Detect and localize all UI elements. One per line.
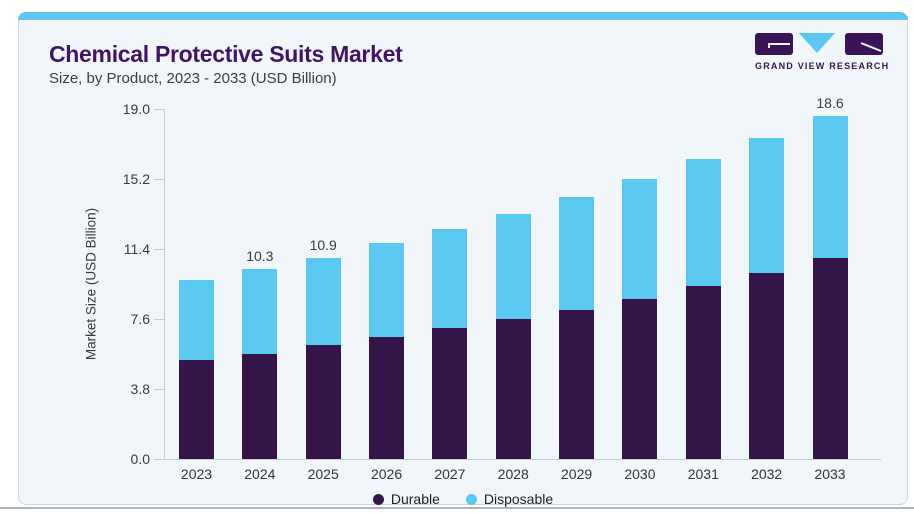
legend-label-durable: Durable	[390, 491, 440, 507]
bar-segment-durable-2024[interactable]	[242, 354, 278, 459]
logo-r-icon	[845, 33, 883, 55]
x-tick-label-2027: 2027	[434, 466, 466, 482]
y-tick-mark	[154, 109, 164, 110]
bar-segment-durable-2026[interactable]	[369, 337, 405, 459]
bar-segment-disposable-2031[interactable]	[685, 158, 721, 286]
logo-g-icon	[755, 33, 793, 55]
bar-value-label-2024: 10.3	[246, 248, 274, 265]
bar-segment-disposable-2023[interactable]	[179, 280, 214, 360]
bar-2031	[685, 158, 721, 459]
chart-card: Chemical Protective Suits Market Size, b…	[18, 12, 908, 507]
bar-2026	[369, 243, 405, 459]
bar-segment-durable-2025[interactable]	[305, 344, 341, 459]
bar-segment-durable-2027[interactable]	[432, 328, 468, 459]
page-bottom-divider	[0, 507, 914, 509]
bar-segment-durable-2029[interactable]	[559, 309, 595, 459]
bar-segment-disposable-2032[interactable]	[749, 138, 785, 273]
bar-2025	[305, 258, 341, 459]
y-axis-title-wrap: Market Size (USD Billion)	[81, 109, 101, 459]
gvr-logo: GRAND VIEW RESEARCH	[755, 33, 890, 83]
logo-wordmark: GRAND VIEW RESEARCH	[755, 61, 890, 71]
x-tick-label-2028: 2028	[497, 466, 529, 482]
page-subtitle: Size, by Product, 2023 - 2033 (USD Billi…	[49, 70, 337, 87]
bar-segment-disposable-2029[interactable]	[559, 197, 595, 310]
bar-2029	[559, 197, 595, 459]
legend-dot-durable-icon	[372, 493, 384, 505]
x-tick-label-2025: 2025	[307, 466, 339, 482]
x-tick-label-2029: 2029	[561, 466, 593, 482]
bar-2024	[242, 269, 278, 459]
bar-segment-durable-2032[interactable]	[749, 272, 785, 459]
x-tick-label-2024: 2024	[244, 466, 276, 482]
chart-legend: Durable Disposable	[19, 491, 907, 507]
legend-item-durable[interactable]: Durable	[372, 491, 440, 507]
y-axis-line	[164, 109, 165, 460]
bar-segment-durable-2031[interactable]	[685, 285, 721, 459]
bar-segment-durable-2023[interactable]	[179, 359, 214, 459]
y-tick-label: 19.0	[122, 101, 150, 117]
stacked-bar-chart: 0.0 3.8 7.6 11.4 15.2 19.0 2023 10.3 2024 10.9 202…	[123, 95, 881, 482]
legend-dot-disposable-icon	[465, 493, 477, 505]
legend-label-disposable: Disposable	[483, 491, 554, 507]
bar-2032	[749, 138, 785, 459]
bar-segment-durable-2033[interactable]	[812, 258, 848, 459]
x-tick-label-2026: 2026	[370, 466, 403, 482]
bar-segment-durable-2030[interactable]	[622, 298, 658, 459]
y-tick-label: 7.6	[130, 311, 150, 327]
bar-segment-durable-2028[interactable]	[495, 319, 531, 459]
x-tick-label-2031: 2031	[687, 466, 719, 482]
bar-segment-disposable-2024[interactable]	[242, 269, 278, 354]
bar-2033	[812, 116, 848, 459]
y-tick-mark	[154, 319, 164, 320]
y-axis-title: Market Size (USD Billion)	[83, 207, 99, 361]
bar-segment-disposable-2033[interactable]	[812, 116, 848, 259]
page-title: Chemical Protective Suits Market	[49, 41, 403, 67]
bar-2027	[432, 228, 468, 459]
logo-v-triangle-icon	[799, 33, 835, 53]
legend-item-disposable[interactable]: Disposable	[465, 491, 554, 507]
y-tick-mark	[154, 389, 164, 390]
bar-segment-disposable-2027[interactable]	[432, 228, 468, 329]
bar-2023	[179, 280, 214, 459]
bar-2028	[495, 214, 531, 459]
bar-segment-disposable-2028[interactable]	[495, 214, 531, 319]
bar-value-label-2025: 10.9	[309, 237, 337, 254]
bar-segment-disposable-2026[interactable]	[369, 243, 405, 338]
x-axis-line	[164, 459, 881, 460]
bar-segment-disposable-2025[interactable]	[305, 258, 341, 345]
bar-value-label-2033: 18.6	[816, 95, 844, 112]
y-tick-mark	[154, 179, 164, 180]
x-tick-label-2033: 2033	[814, 466, 846, 482]
x-tick-label-2032: 2032	[751, 466, 783, 482]
x-tick-label-2023: 2023	[180, 466, 213, 482]
y-tick-label: 15.2	[122, 171, 150, 187]
y-tick-mark	[154, 459, 164, 460]
y-tick-label: 3.8	[130, 381, 150, 397]
x-tick-label-2030: 2030	[624, 466, 656, 482]
bar-2030	[622, 179, 658, 459]
y-tick-label: 11.4	[123, 241, 150, 257]
y-tick-label: 0.0	[130, 451, 150, 467]
bar-segment-disposable-2030[interactable]	[622, 179, 658, 299]
card-top-accent-strip	[18, 12, 908, 20]
y-tick-mark	[154, 249, 164, 250]
